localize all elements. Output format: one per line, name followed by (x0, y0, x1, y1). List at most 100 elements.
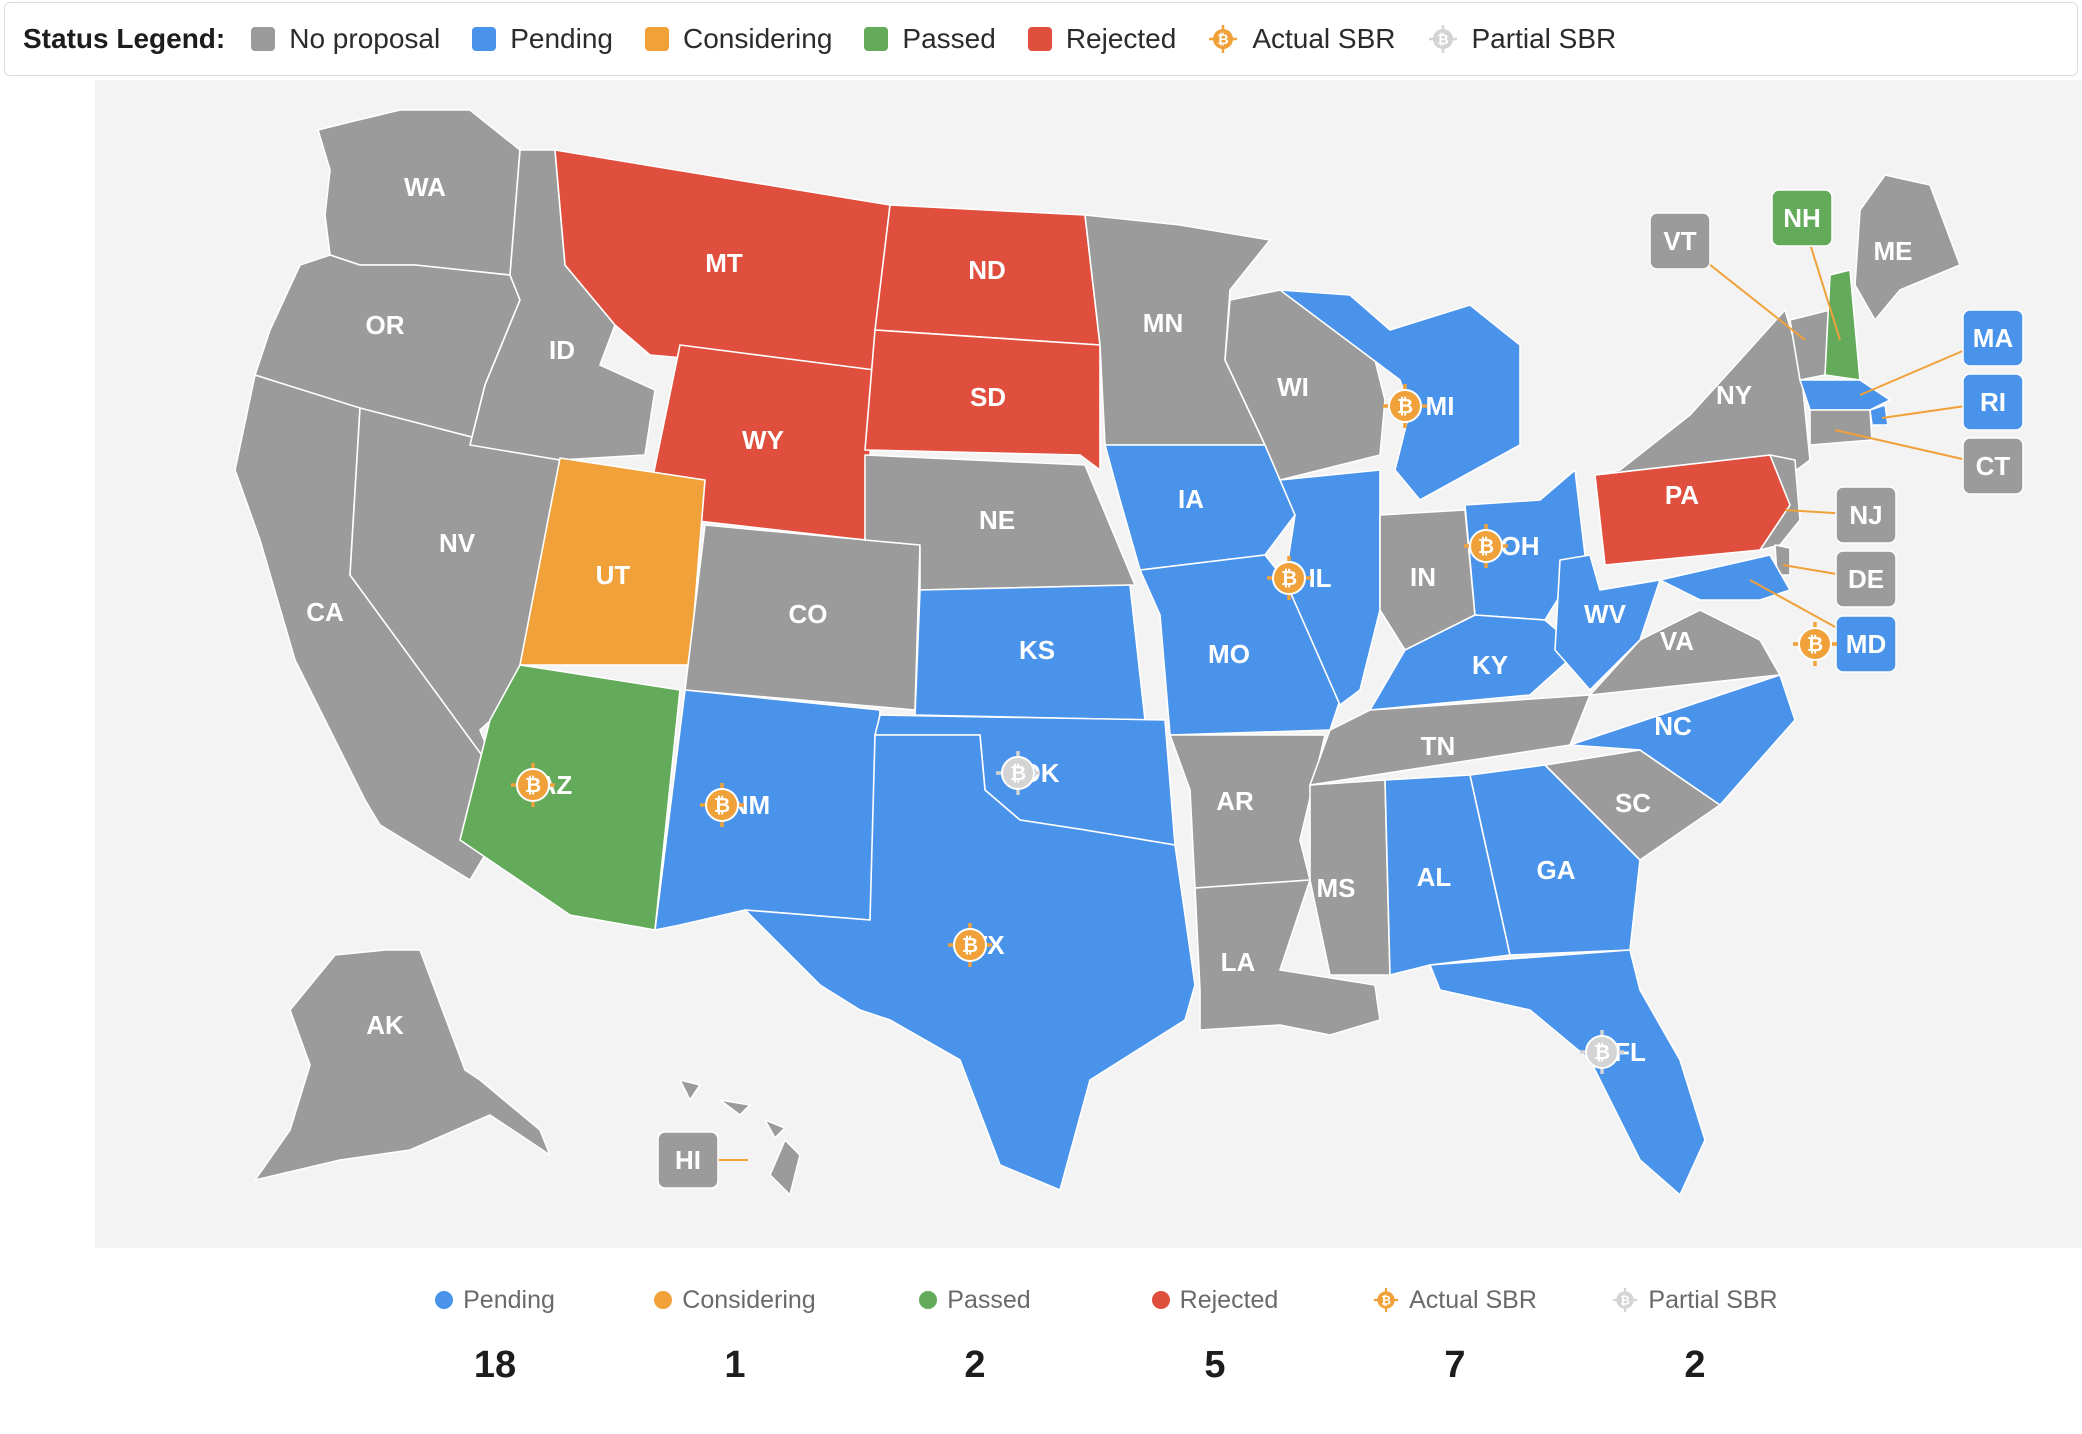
state-label-ga: GA (1537, 855, 1576, 885)
state-hi[interactable] (679, 1079, 801, 1196)
state-az[interactable] (459, 664, 681, 931)
summary-label: Actual SBR (1409, 1285, 1537, 1314)
summary-partial-sbr: ₿ Partial SBR 2 (1585, 1280, 1805, 1387)
state-sd[interactable] (864, 329, 1101, 471)
actual-sbr-bitcoin-icon: ₿ (700, 783, 744, 827)
state-label-box-ri[interactable] (1962, 373, 2024, 431)
pending-dot (435, 1291, 454, 1309)
actual-sbr-bitcoin-icon: ₿ (511, 763, 555, 807)
state-label-box-hi[interactable] (657, 1131, 719, 1189)
passed-dot (919, 1291, 938, 1309)
state-label-il: IL (1308, 563, 1331, 593)
state-label-ia: IA (1178, 484, 1204, 514)
state-tn[interactable] (1309, 694, 1591, 786)
state-ak[interactable] (254, 949, 551, 1181)
actual-sbr-bitcoin-icon: ₿ (1209, 25, 1238, 53)
state-label-nh: NH (1783, 203, 1821, 233)
svg-text:₿: ₿ (714, 793, 730, 817)
state-label-mo: MO (1208, 639, 1250, 669)
state-fl[interactable] (1429, 949, 1706, 1196)
summary-label: Rejected (1179, 1285, 1279, 1314)
state-label-box-de[interactable] (1835, 550, 1897, 608)
legend-label: Considering (682, 23, 833, 54)
state-ms[interactable] (1309, 779, 1391, 976)
state-ct[interactable] (1809, 409, 1873, 446)
summary-label: Considering (682, 1285, 816, 1314)
state-label-id: ID (549, 335, 575, 365)
summary-passed: Passed 2 (865, 1280, 1085, 1387)
svg-text:₿: ₿ (1478, 534, 1494, 558)
summary-value: 5 (1204, 1344, 1226, 1386)
summary-value: 7 (1444, 1344, 1466, 1386)
svg-text:₿: ₿ (1594, 1040, 1610, 1064)
state-nc[interactable] (1569, 674, 1796, 806)
state-me[interactable] (1854, 174, 1961, 321)
state-label-box-ct[interactable] (1962, 437, 2024, 495)
state-label-box-nj[interactable] (1835, 486, 1897, 544)
state-label-ca: CA (306, 597, 344, 627)
actual-sbr-bitcoin-icon: ₿ (948, 923, 992, 967)
state-label-ri: RI (1980, 387, 2006, 417)
legend-label: Pending (510, 23, 613, 54)
actual-sbr-bitcoin-icon: ₿ (1267, 556, 1311, 600)
state-la[interactable] (1194, 879, 1381, 1036)
state-label-box-nh[interactable] (1771, 189, 1833, 247)
legend-item-passed: Passed (864, 23, 996, 55)
state-label-sc: SC (1615, 788, 1651, 818)
state-label-mn: MN (1143, 308, 1183, 338)
partial-sbr-bitcoin-icon: ₿ (1613, 1287, 1638, 1313)
state-label-box-ma[interactable] (1962, 309, 2024, 367)
us-map-panel: WA OR CA NV ID MT WY UT AZ ₿ CO NM ₿ ND SD NE KS OK ₿ TX ₿ MN… (95, 80, 2082, 1248)
svg-text:₿: ₿ (1397, 394, 1413, 418)
actual-sbr-bitcoin-icon: ₿ (1464, 524, 1508, 568)
state-ny[interactable] (1594, 309, 1811, 476)
state-label-ky: KY (1472, 650, 1508, 680)
svg-text:₿: ₿ (962, 933, 978, 957)
svg-text:₿: ₿ (1010, 761, 1026, 785)
svg-text:₿: ₿ (1281, 566, 1297, 590)
state-wv[interactable] (1554, 554, 1661, 691)
state-label-al: AL (1417, 862, 1452, 892)
state-ga[interactable] (1469, 764, 1641, 956)
legend-item-rejected: Rejected (1027, 23, 1177, 55)
legend-item-partial-sbr: ₿ Partial SBR (1428, 23, 1617, 55)
state-nj[interactable] (1759, 454, 1801, 551)
state-md[interactable] (1659, 554, 1791, 601)
partial-sbr-bitcoin-icon: ₿ (1428, 25, 1457, 53)
summary-actual-sbr: ₿ Actual SBR 7 (1345, 1280, 1565, 1387)
state-label-box-vt[interactable] (1649, 212, 1711, 270)
state-label-la: LA (1221, 947, 1256, 977)
state-label-nj: NJ (1849, 500, 1882, 530)
state-label-mt: MT (705, 248, 743, 278)
legend-label: Partial SBR (1471, 23, 1617, 54)
summary-counts: Pending 18 Considering 1 Passed 2 Reject… (0, 1280, 2082, 1434)
state-label-hi: HI (675, 1145, 701, 1175)
summary-label: Passed (947, 1285, 1031, 1314)
legend-label: Rejected (1065, 23, 1177, 54)
actual-sbr-bitcoin-icon: ₿ (1793, 622, 1837, 666)
state-label-va: VA (1660, 626, 1694, 656)
legend-title: Status Legend: (23, 23, 226, 54)
state-al[interactable] (1384, 774, 1511, 976)
state-il[interactable] (1279, 469, 1381, 706)
us-map: WAORCANVIDMTWYUTAZ₿CONM₿NDSDNEKSOK₿TX₿MN… (234, 109, 2024, 1196)
legend-item-actual-sbr: ₿ Actual SBR (1208, 23, 1396, 55)
state-label-ny: NY (1716, 380, 1752, 410)
state-label-or: OR (366, 310, 405, 340)
state-label-ct: CT (1976, 451, 2011, 481)
summary-considering: Considering 1 (625, 1280, 845, 1387)
summary-rejected: Rejected 5 (1105, 1280, 1325, 1387)
state-label-md: MD (1846, 629, 1886, 659)
state-label-nc: NC (1654, 711, 1692, 741)
considering-swatch (644, 27, 669, 51)
legend-label: Actual SBR (1252, 23, 1396, 54)
state-label-vt: VT (1663, 226, 1696, 256)
actual-sbr-bitcoin-icon: ₿ (1383, 384, 1427, 428)
svg-text:₿: ₿ (1381, 1293, 1391, 1307)
no-proposal-swatch (251, 27, 276, 51)
legend-item-no-proposal: No proposal (251, 23, 440, 55)
state-nh[interactable] (1824, 269, 1861, 381)
state-ma[interactable] (1799, 379, 1891, 411)
summary-value: 2 (1684, 1344, 1706, 1386)
state-label-mi: MI (1426, 391, 1455, 421)
